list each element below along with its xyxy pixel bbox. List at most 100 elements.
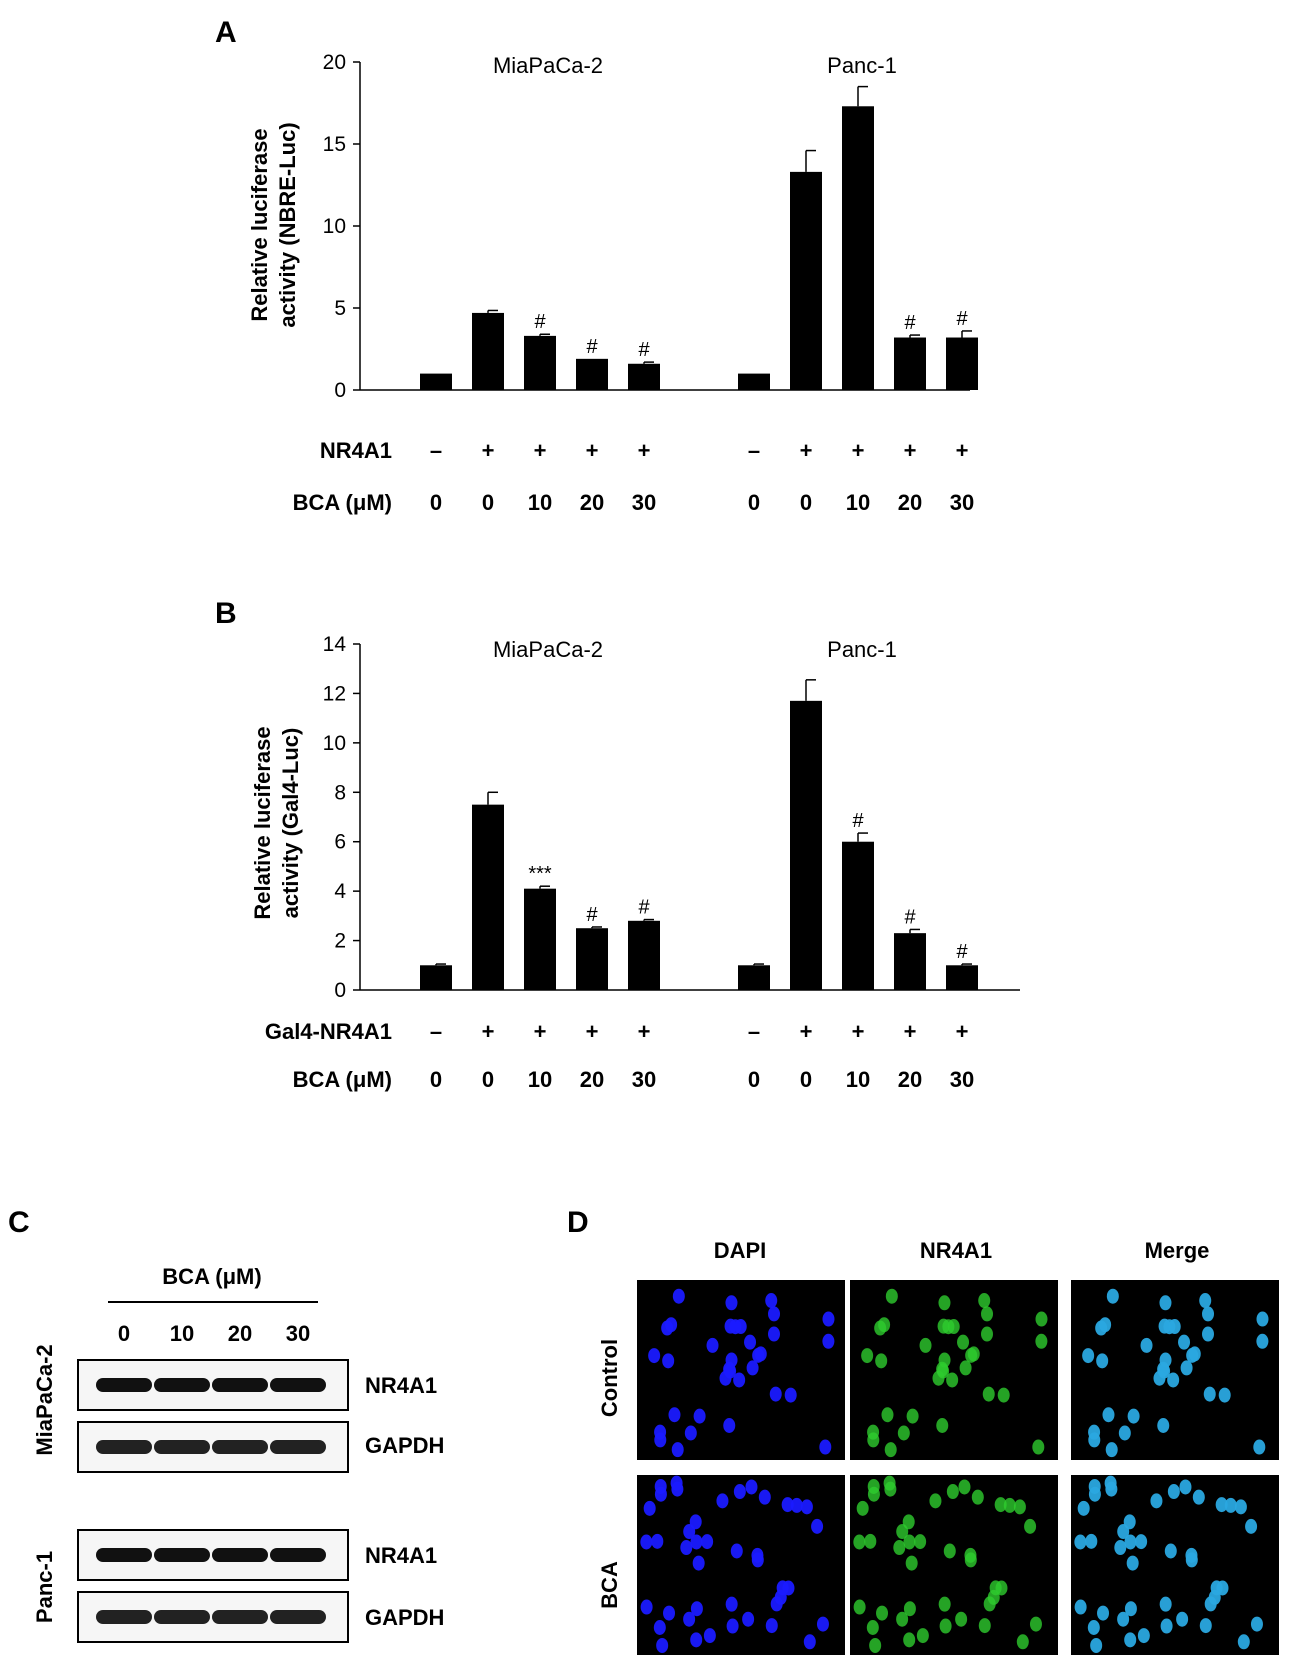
significance-mark: # — [586, 904, 598, 926]
cell-nucleus — [730, 1543, 743, 1559]
condition-cell: + — [800, 438, 813, 463]
cell-nucleus — [1159, 1295, 1172, 1311]
cell-nucleus — [946, 1484, 959, 1500]
cell-nucleus — [1035, 1311, 1048, 1327]
cell-nucleus — [665, 1317, 678, 1333]
cell-nucleus — [723, 1418, 736, 1434]
bar — [524, 888, 556, 990]
blot-band — [96, 1548, 152, 1562]
cell-nucleus — [733, 1372, 746, 1388]
bars: # # # # # — [420, 85, 978, 390]
condition-cell: 30 — [632, 490, 656, 515]
blot-band — [212, 1378, 268, 1392]
blot-band — [270, 1548, 326, 1562]
cell-nucleus — [1099, 1317, 1112, 1333]
cell-nucleus — [1035, 1333, 1048, 1349]
y-tick-label: 2 — [334, 930, 346, 953]
y-axis-title: Relative luciferase activity (NBRE-Luc) — [247, 122, 300, 327]
bar — [524, 335, 556, 390]
condition-cell: + — [956, 438, 969, 463]
bars: *** # # # # # — [420, 679, 978, 990]
cell-nucleus — [1117, 1524, 1130, 1540]
cell-nucleus — [929, 1493, 942, 1509]
cell-nucleus — [856, 1500, 869, 1516]
cell-nucleus — [1117, 1611, 1130, 1627]
cell-nucleus — [776, 1580, 789, 1596]
cell-nucleus — [1126, 1555, 1139, 1571]
if-col-nr4a1: NR4A1 — [920, 1238, 992, 1263]
significance-mark: # — [956, 308, 968, 330]
cell-nucleus — [876, 1605, 889, 1621]
cell-nucleus — [936, 1418, 949, 1434]
condition-cell: 20 — [580, 1067, 604, 1092]
y-axis-title-line1: Relative luciferase — [247, 128, 272, 321]
cell-nucleus — [754, 1346, 767, 1362]
cell-nucleus — [1180, 1360, 1193, 1376]
y-tick-label: 20 — [323, 51, 346, 74]
cell-nucleus — [1201, 1326, 1214, 1342]
bar — [790, 700, 822, 990]
if-col-dapi: DAPI — [714, 1238, 767, 1263]
condition-cell: 10 — [528, 1067, 552, 1092]
cell-nucleus — [800, 1499, 813, 1515]
cell-nucleus — [978, 1293, 991, 1309]
bar — [842, 841, 874, 990]
cell-nucleus — [822, 1311, 835, 1327]
cell-nucleus — [1118, 1425, 1131, 1441]
cell-nucleus — [919, 1337, 932, 1353]
cell-nucleus — [648, 1348, 661, 1364]
blot-band — [212, 1548, 268, 1562]
cell-nucleus — [1176, 1611, 1189, 1627]
cell-nucleus — [680, 1540, 693, 1556]
condition-cell: 30 — [950, 1067, 974, 1092]
cell-nucleus — [1256, 1311, 1269, 1327]
cell-nucleus — [1199, 1618, 1212, 1634]
y-tick-label: 10 — [323, 215, 346, 238]
cell-nucleus — [1164, 1543, 1177, 1559]
if-tile-dapi — [637, 1280, 845, 1460]
bar — [946, 965, 978, 990]
bar — [628, 920, 660, 990]
cell-nucleus — [1159, 1352, 1172, 1368]
condition-cell: + — [904, 1019, 917, 1044]
cell-nucleus — [1074, 1599, 1087, 1615]
condition-cell: + — [586, 1019, 599, 1044]
blot-band — [96, 1610, 152, 1624]
y-axis-title-line2: activity (NBRE-Luc) — [275, 122, 300, 327]
wb-dose-1: 10 — [170, 1321, 194, 1346]
cell-nucleus — [1087, 1619, 1100, 1635]
condition-cell: + — [852, 438, 865, 463]
cell-nucleus — [1202, 1306, 1215, 1322]
cell-nucleus — [1088, 1432, 1101, 1448]
bar — [576, 358, 608, 390]
condition-cell: 10 — [528, 490, 552, 515]
condition-cell: – — [748, 438, 760, 463]
cell-nucleus — [997, 1387, 1010, 1403]
cell-nucleus — [853, 1599, 866, 1615]
cell-nucleus — [1003, 1497, 1016, 1513]
condition-cell: 0 — [800, 1067, 812, 1092]
cell-nucleus — [1124, 1534, 1137, 1550]
cell-nucleus — [881, 1407, 894, 1423]
cell-nucleus — [1124, 1632, 1137, 1648]
cell-nucleus — [729, 1319, 742, 1335]
condition-cell: 30 — [632, 1067, 656, 1092]
cell-nucleus — [671, 1442, 684, 1458]
blot-band — [154, 1610, 210, 1624]
cell-nucleus — [1215, 1497, 1228, 1513]
bar — [946, 337, 978, 390]
group-title-miapaca2: MiaPaCa-2 — [493, 637, 603, 662]
y-tick-label: 14 — [323, 633, 347, 656]
cell-nucleus — [1237, 1634, 1250, 1650]
cell-nucleus — [1016, 1634, 1029, 1650]
panel-b-chart: B MiaPaCa-2 Panc-1 Relative luciferase a… — [215, 597, 1020, 1092]
cell-nucleus — [938, 1352, 951, 1368]
condition-cell: + — [904, 438, 917, 463]
cell-nucleus — [765, 1618, 778, 1634]
cell-nucleus — [946, 1372, 959, 1388]
condition-cell: + — [586, 438, 599, 463]
if-tile-nr4a1 — [850, 1280, 1058, 1460]
condition-cell: 20 — [898, 490, 922, 515]
blot-band — [154, 1378, 210, 1392]
